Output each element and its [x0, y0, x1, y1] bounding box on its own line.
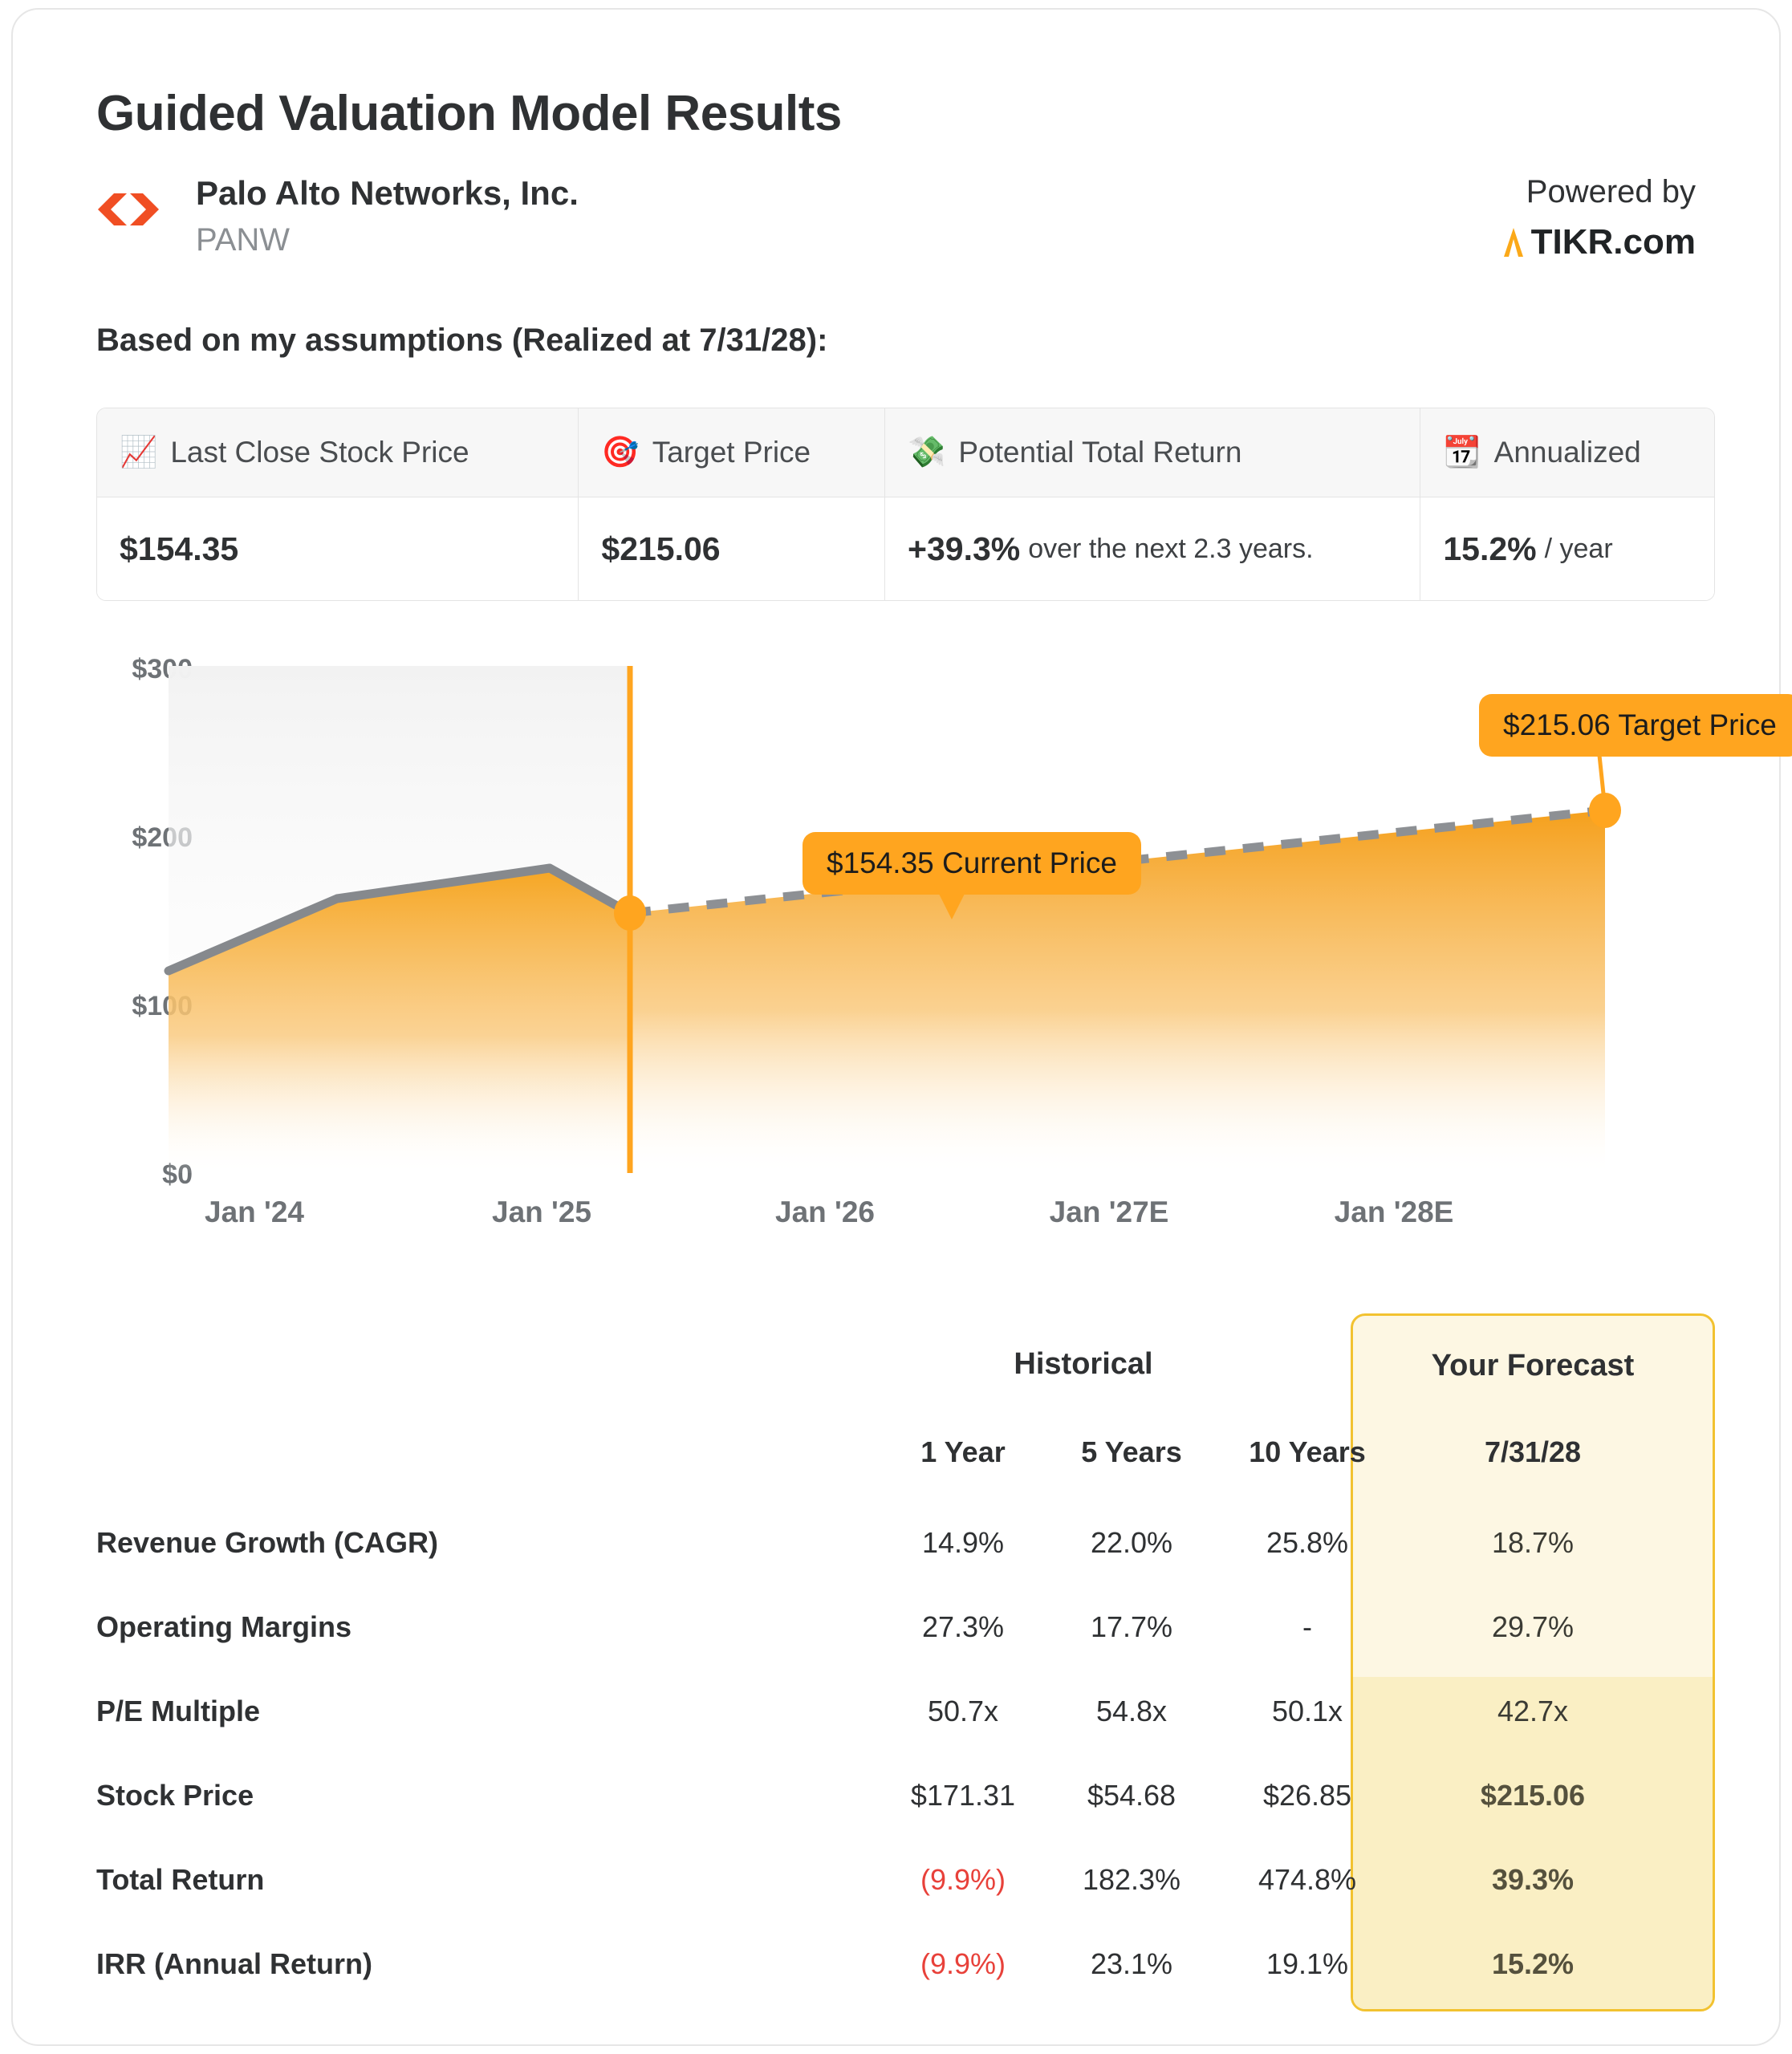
summary-header-label: Potential Total Return	[958, 436, 1242, 469]
money-with-wings-icon: 💸	[908, 436, 946, 469]
table-cell: $54.68	[1087, 1779, 1176, 1812]
tikr-brand-name: TIKR.com	[1530, 222, 1696, 262]
summary-header-potential-return: 💸 Potential Total Return	[884, 408, 1420, 497]
table-cell: (9.9%)	[920, 1863, 1006, 1896]
powered-by-label: Powered by	[1526, 174, 1696, 209]
dart-icon: 🎯	[601, 436, 640, 469]
current-callout-tail	[934, 884, 969, 919]
table-cell: $171.31	[910, 1779, 1016, 1812]
price-projection-chart: $300 $200 $100 $0	[96, 652, 1792, 1229]
summary-header-label: Last Close Stock Price	[170, 436, 469, 469]
summary-value-potential-return: +39.3% over the next 2.3 years.	[884, 497, 1420, 600]
tikr-logo-icon	[1502, 226, 1525, 258]
company-name: Palo Alto Networks, Inc.	[196, 174, 579, 212]
row-label-irr: IRR (Annual Return)	[96, 1947, 372, 1980]
row-label-revenue-growth: Revenue Growth (CAGR)	[96, 1526, 439, 1559]
column-header-1-year: 1 Year	[920, 1435, 1006, 1468]
forecast-card-lower-section	[1353, 1677, 1713, 2009]
summary-value: 15.2%	[1443, 530, 1537, 567]
summary-header-label: Target Price	[652, 436, 811, 469]
palo-alto-networks-logo-icon	[96, 182, 161, 238]
summary-table: 📈 Last Close Stock Price 🎯 Target Price …	[96, 408, 1715, 601]
forecast-cell: 39.3%	[1491, 1863, 1575, 1896]
summary-header-annualized: 📆 Annualized	[1420, 408, 1714, 497]
ticker-symbol: PANW	[196, 222, 291, 258]
table-cell: 54.8x	[1095, 1695, 1168, 1727]
forecast-cell: 42.7x	[1497, 1695, 1569, 1727]
summary-value: $154.35	[120, 530, 239, 567]
summary-value-note: / year	[1544, 533, 1613, 564]
summary-header-last-close: 📈 Last Close Stock Price	[97, 408, 578, 497]
current-price-marker	[614, 895, 646, 931]
summary-value: $215.06	[601, 530, 721, 567]
table-cell: 27.3%	[921, 1610, 1005, 1643]
chart-increasing-icon: 📈	[120, 436, 158, 469]
column-header-forecast-date: 7/31/28	[1484, 1435, 1582, 1468]
summary-table-value-row: $154.35 $215.06 +39.3% over the next 2.3…	[97, 497, 1714, 600]
table-cell: 22.0%	[1090, 1526, 1173, 1559]
x-axis-tick: Jan '26	[775, 1195, 875, 1228]
historical-area	[169, 868, 630, 1173]
current-price-callout: $154.35 Current Price	[803, 832, 1141, 895]
page-title: Guided Valuation Model Results	[96, 86, 842, 141]
historical-line	[164, 863, 635, 976]
forecast-cell: 18.7%	[1491, 1526, 1575, 1559]
summary-value-note: over the next 2.3 years.	[1028, 533, 1314, 564]
table-cell: 14.9%	[921, 1526, 1005, 1559]
target-price-callout: $215.06 Target Price	[1479, 694, 1792, 757]
forecast-column-card	[1351, 1313, 1715, 2011]
historical-group-label: Historical	[1014, 1347, 1153, 1381]
x-axis-tick: Jan '27E	[1049, 1195, 1169, 1228]
tikr-brand: TIKR.com	[1502, 222, 1696, 262]
forecast-area	[630, 810, 1605, 1173]
column-header-10-years: 10 Years	[1249, 1435, 1366, 1468]
row-label-stock-price: Stock Price	[96, 1779, 254, 1812]
report-card: Guided Valuation Model Results Palo Alto…	[11, 8, 1792, 2046]
table-cell: 25.8%	[1266, 1526, 1349, 1559]
forecast-cell: 15.2%	[1491, 1947, 1575, 1980]
table-cell: 19.1%	[1266, 1947, 1349, 1980]
summary-value-target-price: $215.06	[578, 497, 884, 600]
summary-value-annualized: 15.2% / year	[1420, 497, 1714, 600]
table-cell: 50.7x	[927, 1695, 999, 1727]
table-cell: 182.3%	[1082, 1863, 1181, 1896]
summary-header-label: Annualized	[1493, 436, 1641, 469]
x-axis-tick: Jan '25	[492, 1195, 591, 1228]
table-cell: -	[1302, 1610, 1312, 1643]
table-cell: 23.1%	[1090, 1947, 1173, 1980]
chart-plot	[164, 666, 1621, 1173]
summary-value-last-close: $154.35	[97, 497, 578, 600]
target-price-marker	[1589, 793, 1621, 828]
forecast-cell: 29.7%	[1491, 1610, 1575, 1643]
column-header-5-years: 5 Years	[1081, 1435, 1182, 1468]
calendar-icon: 📆	[1443, 436, 1481, 469]
summary-header-target-price: 🎯 Target Price	[578, 408, 884, 497]
row-label-operating-margins: Operating Margins	[96, 1610, 352, 1643]
summary-value: +39.3%	[908, 530, 1021, 567]
forecast-group-label: Your Forecast	[1431, 1349, 1635, 1382]
table-cell: (9.9%)	[920, 1947, 1006, 1980]
row-label-pe-multiple: P/E Multiple	[96, 1695, 261, 1727]
row-label-total-return: Total Return	[96, 1863, 265, 1896]
table-cell: 17.7%	[1090, 1610, 1173, 1643]
table-cell: 474.8%	[1258, 1863, 1357, 1896]
metrics-table: Historical Your Forecast 1 Year 5 Years …	[96, 1313, 1715, 2011]
assumptions-subtitle: Based on my assumptions (Realized at 7/3…	[96, 323, 828, 358]
table-cell: $26.85	[1262, 1779, 1352, 1812]
summary-table-header-row: 📈 Last Close Stock Price 🎯 Target Price …	[97, 408, 1714, 497]
forecast-line	[629, 806, 1606, 918]
x-axis-tick: Jan '24	[205, 1195, 304, 1228]
table-cell: 50.1x	[1271, 1695, 1343, 1727]
x-axis-tick: Jan '28E	[1334, 1195, 1454, 1228]
forecast-cell: $215.06	[1480, 1779, 1586, 1812]
